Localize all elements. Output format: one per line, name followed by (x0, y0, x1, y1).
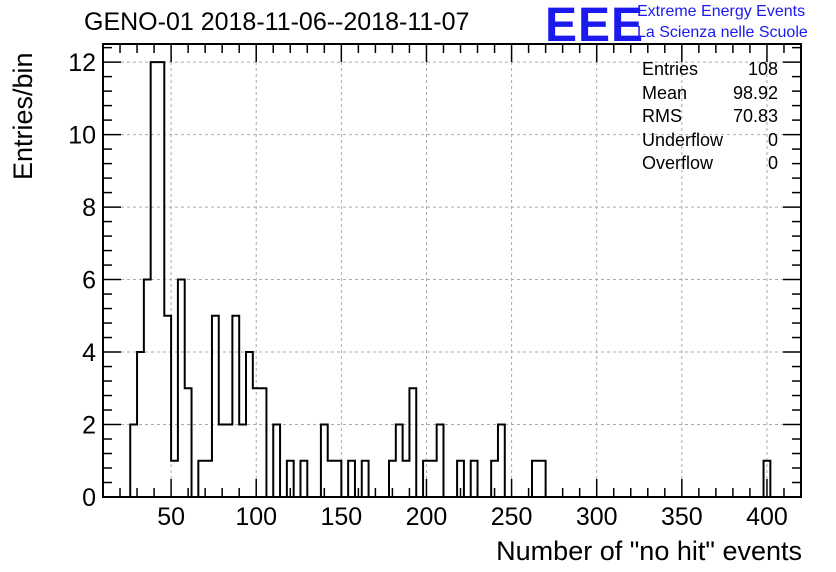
histogram-bin (185, 388, 192, 497)
y-tick-label: 6 (82, 267, 96, 295)
stats-row-mean: Mean 98.92 (642, 82, 778, 106)
histogram-bin (171, 461, 178, 497)
histogram-bin (273, 425, 280, 497)
plot-frame (102, 43, 802, 498)
y-tick-label: 4 (82, 339, 96, 367)
histogram-bin (335, 461, 342, 497)
histogram-bin (437, 425, 444, 497)
stats-row-underflow: Underflow 0 (642, 129, 778, 153)
stats-value: 0 (767, 129, 778, 150)
x-axis-label: Number of "no hit" events (496, 536, 802, 566)
stats-label: RMS (642, 106, 682, 126)
stats-label: Mean (642, 82, 688, 103)
x-tick-label: 350 (661, 503, 703, 531)
x-tick-label: 400 (746, 503, 788, 531)
x-tick-label: 250 (491, 503, 533, 531)
histogram-bin (164, 316, 171, 497)
histogram-bin (328, 461, 335, 497)
y-tick-label: 10 (68, 122, 96, 150)
histogram-bin (144, 280, 151, 497)
x-tick-label: 50 (157, 503, 185, 531)
x-tick-label: 150 (320, 503, 362, 531)
stats-value: 0 (767, 153, 778, 173)
histogram-bin (430, 461, 437, 497)
stats-label: Overflow (642, 153, 714, 173)
histogram-bin (219, 425, 226, 497)
histogram-bin (130, 425, 137, 497)
stats-value: 70.83 (732, 106, 778, 126)
histogram-bin (226, 425, 233, 497)
stats-label: Underflow (642, 129, 724, 150)
histogram-bin (239, 425, 246, 497)
histogram-bin (409, 388, 416, 497)
stats-row-entries: Entries 108 (642, 58, 778, 82)
histogram-bin (157, 62, 164, 497)
histogram-bin (539, 461, 546, 497)
stats-value: 108 (747, 59, 778, 79)
axis-ticks (103, 44, 802, 498)
histogram-bin (321, 425, 328, 497)
histogram-bin (246, 352, 253, 497)
histogram-bin (300, 461, 307, 497)
histogram-bin (151, 62, 158, 497)
stats-value: 98.92 (732, 82, 778, 103)
y-tick-label: 12 (68, 49, 96, 77)
histogram-bin (212, 316, 219, 497)
histogram-bin (260, 388, 267, 497)
histogram-bin (532, 461, 539, 497)
histogram-bin (471, 461, 478, 497)
x-tick-label: 300 (576, 503, 618, 531)
histogram-bin (198, 461, 205, 497)
y-tick-label: 0 (82, 484, 96, 512)
eee-logo: EEE (545, 0, 645, 52)
x-tick-label: 100 (235, 503, 277, 531)
histogram-bin (205, 461, 212, 497)
histogram-bin (232, 316, 239, 497)
histogram-bin (403, 461, 410, 497)
x-tick-label: 200 (406, 503, 448, 531)
stats-row-overflow: Overflow 0 (642, 152, 778, 176)
histogram-bin (396, 425, 403, 497)
chart-title: GENO-01 2018-11-06--2018-11-07 (84, 8, 470, 36)
logo-line-2: La Scienza nelle Scuole (637, 24, 808, 41)
stats-label: Entries (642, 59, 699, 79)
histogram-bin (348, 461, 355, 497)
stats-row-rms: RMS 70.83 (642, 105, 778, 129)
y-tick-label: 8 (82, 194, 96, 222)
stats-box: Entries 108 Mean 98.92 RMS 70.83 Underfl… (642, 58, 778, 176)
histogram-bin (137, 352, 144, 497)
histogram-bin (362, 461, 369, 497)
y-axis-label: Entries/bin (8, 52, 38, 180)
logo-line-1: Extreme Energy Events (637, 3, 806, 20)
y-tick-label: 2 (82, 412, 96, 440)
histogram-bin (498, 425, 505, 497)
histogram-bin (178, 280, 185, 497)
tick-labels: 50 100 150 200 250 300 350 400 0 2 4 6 8 10 12 (68, 49, 788, 531)
